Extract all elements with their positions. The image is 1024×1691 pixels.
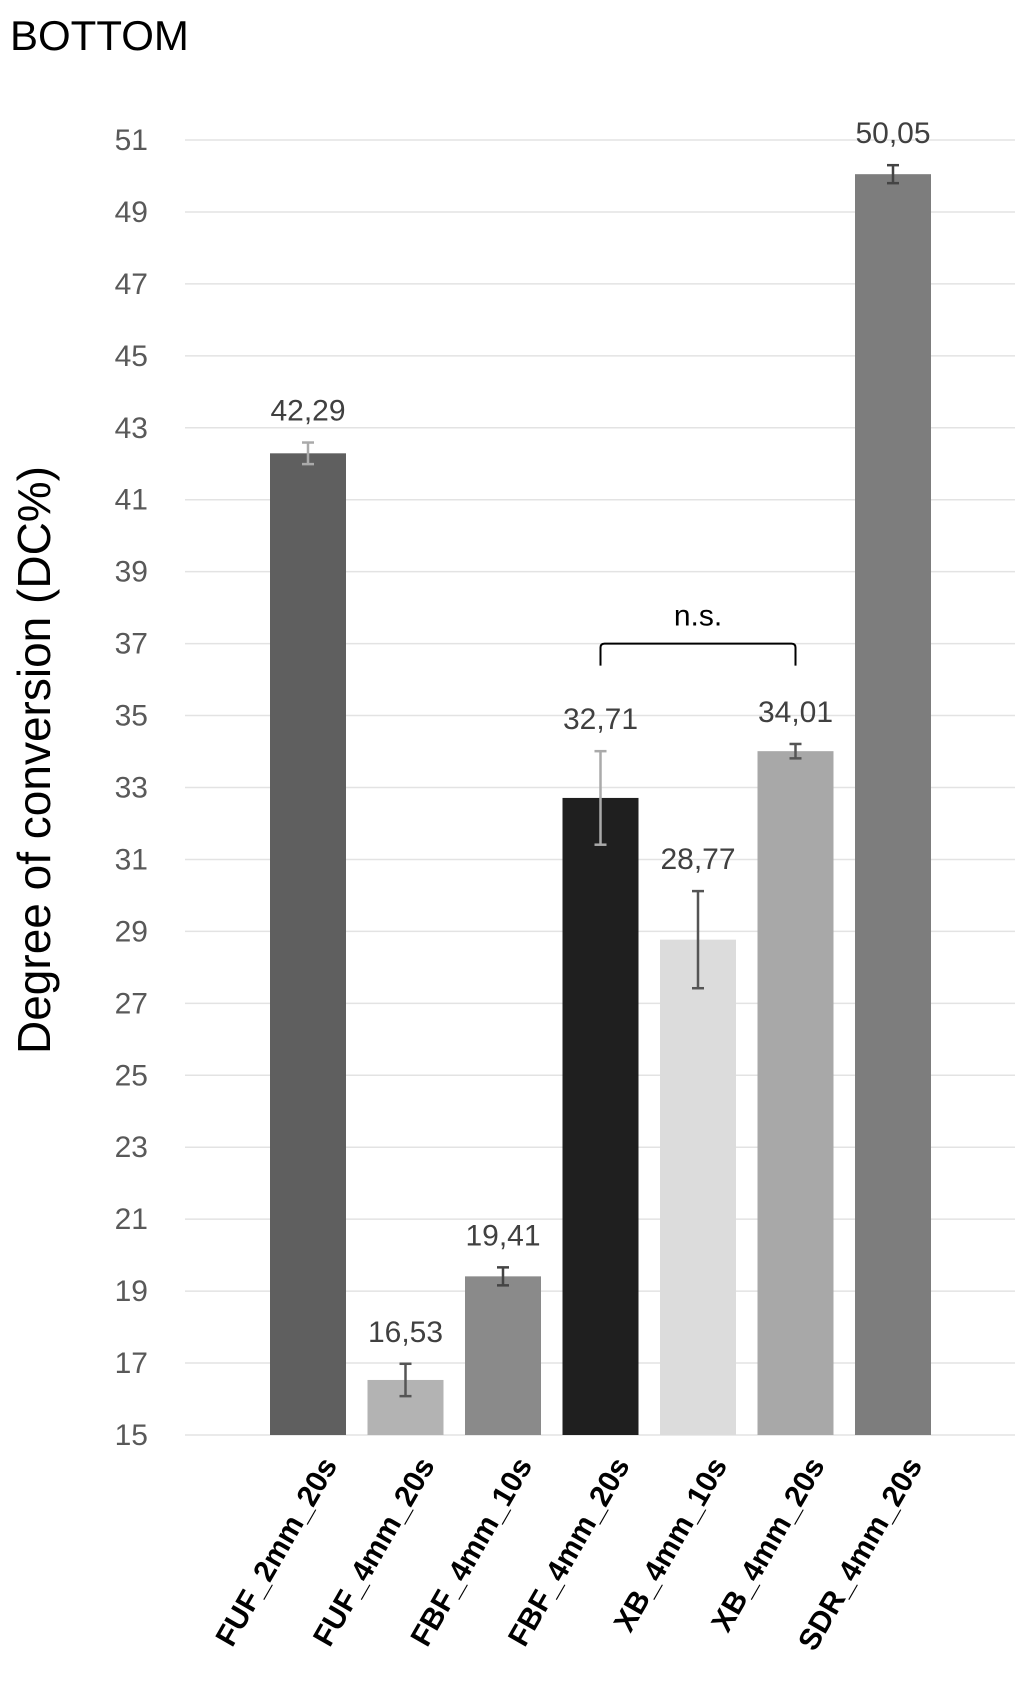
- data-label: 28,77: [660, 843, 735, 876]
- y-tick-label: 51: [115, 124, 148, 157]
- error-bar: [887, 163, 899, 185]
- y-tick-label: 31: [115, 843, 148, 876]
- y-tick-label: 35: [115, 700, 148, 733]
- y-tick-label: 49: [115, 196, 148, 229]
- data-label: 34,01: [758, 696, 833, 729]
- y-tick-label: 27: [115, 987, 148, 1020]
- y-tick-label: 33: [115, 772, 148, 805]
- significance-bracket: [599, 642, 797, 666]
- y-axis-ticks: 15 17 19 21 23 25 27 29 31 33 35 37 39 41 43 45 47 49 51: [115, 124, 148, 1452]
- annotations: n.s.: [599, 600, 797, 666]
- bars: [270, 174, 931, 1436]
- bar-SDR_4mm_20s: [855, 174, 931, 1436]
- data-label: 19,41: [465, 1219, 540, 1252]
- error-bar: [594, 749, 607, 846]
- error-bar: [789, 742, 802, 760]
- data-label: 16,53: [368, 1316, 443, 1349]
- y-tick-label: 43: [115, 412, 148, 445]
- error-bar: [302, 441, 314, 466]
- y-tick-label: 29: [115, 915, 148, 948]
- bar-XB_4mm_20s: [757, 751, 834, 1435]
- error-bars: [302, 163, 899, 1398]
- error-bar: [399, 1362, 412, 1398]
- bar-FUF_2mm_20s: [270, 453, 346, 1435]
- y-tick-label: 19: [115, 1275, 148, 1308]
- data-label: 32,71: [563, 703, 638, 736]
- y-tick-label: 17: [115, 1347, 148, 1380]
- y-tick-label: 15: [115, 1419, 148, 1452]
- y-axis-label: Degree of conversion (DC%): [8, 466, 60, 1054]
- y-tick-label: 21: [115, 1203, 148, 1236]
- error-bar: [692, 889, 704, 990]
- bar-XB_4mm_10s: [660, 939, 736, 1435]
- data-labels: 42,29 16,53 19,41 32,71 28,77 34,01 50,05: [270, 117, 930, 1349]
- y-tick-label: 39: [115, 556, 148, 589]
- significance-label: n.s.: [674, 600, 722, 633]
- y-tick-label: 47: [115, 268, 148, 301]
- y-tick-label: 25: [115, 1059, 148, 1092]
- error-bar: [497, 1266, 509, 1287]
- y-tick-label: 23: [115, 1131, 148, 1164]
- y-tick-label: 41: [115, 484, 148, 517]
- y-tick-label: 37: [115, 628, 148, 661]
- x-axis-ticks: FUF_2mm_20sFUF_4mm_20sFBF_4mm_10sFBF_4mm…: [210, 1452, 929, 1656]
- chart-title: BOTTOM: [10, 12, 189, 59]
- data-label: 42,29: [270, 395, 345, 428]
- bar-FBF_4mm_10s: [465, 1276, 541, 1435]
- data-label: 50,05: [855, 117, 930, 150]
- y-tick-label: 45: [115, 340, 148, 373]
- bar-FBF_4mm_20s: [562, 797, 639, 1435]
